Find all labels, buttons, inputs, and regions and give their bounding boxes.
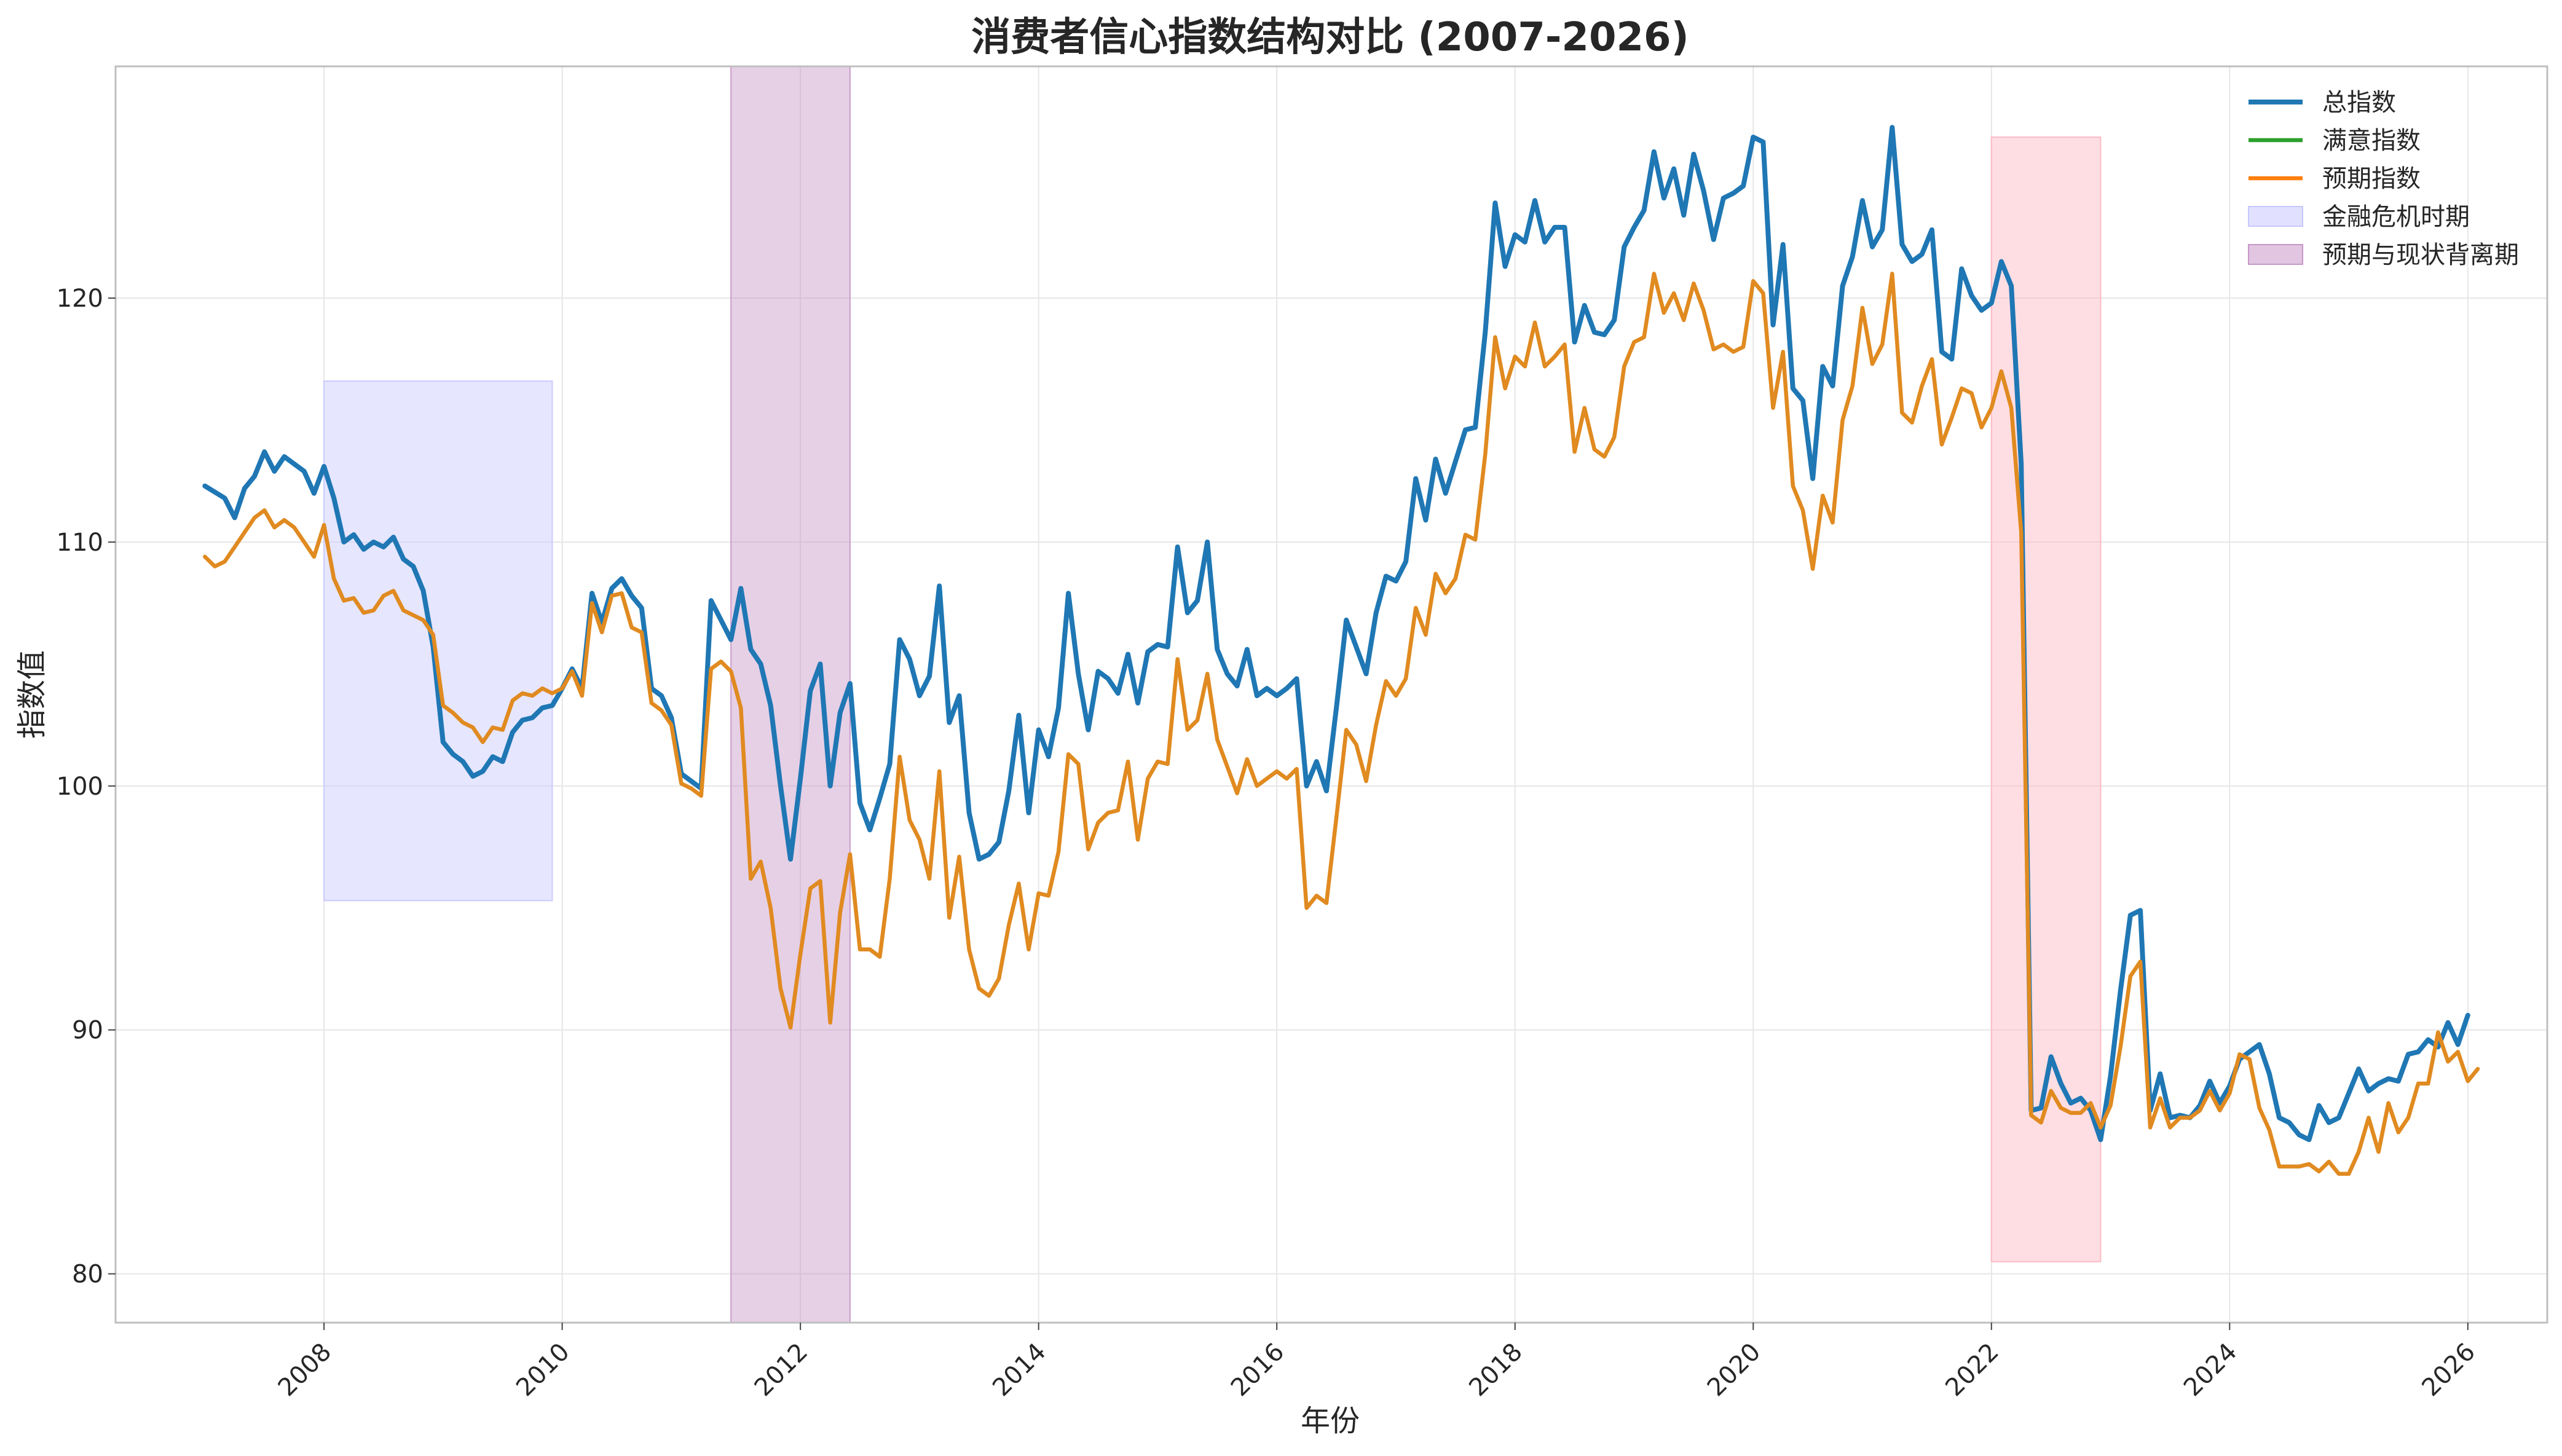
- series-line-total: [202, 125, 2470, 1143]
- y-axis-label: 指数值: [15, 650, 49, 739]
- y-tick-label: 110: [57, 529, 103, 557]
- legend-label: 预期指数: [2322, 165, 2421, 193]
- shaded-periods: [323, 66, 2102, 1323]
- shaded-band: [323, 380, 553, 902]
- y-tick-label: 100: [57, 773, 103, 801]
- legend-label: 预期与现状背离期: [2322, 241, 2519, 269]
- y-tick-label: 120: [57, 285, 103, 313]
- legend-label: 满意指数: [2322, 127, 2421, 155]
- x-axis-label: 年份: [1301, 1404, 1360, 1438]
- shaded-band: [730, 66, 851, 1323]
- y-tick-label: 80: [72, 1261, 103, 1289]
- legend-label: 总指数: [2322, 89, 2396, 117]
- legend-label: 金融危机时期: [2322, 203, 2470, 231]
- series-line-expectation: [203, 272, 2480, 1176]
- legend-band-swatch: [2248, 206, 2303, 227]
- plot-frame: [114, 65, 2548, 1324]
- series-lines: [202, 125, 2480, 1176]
- y-axis-ticks: 80 90 100 110 120: [57, 285, 116, 1289]
- legend-band-swatch: [2248, 244, 2303, 265]
- y-tick-label: 90: [72, 1017, 103, 1045]
- chart-title: 消费者信心指数结构对比 (2007-2026): [971, 15, 1689, 60]
